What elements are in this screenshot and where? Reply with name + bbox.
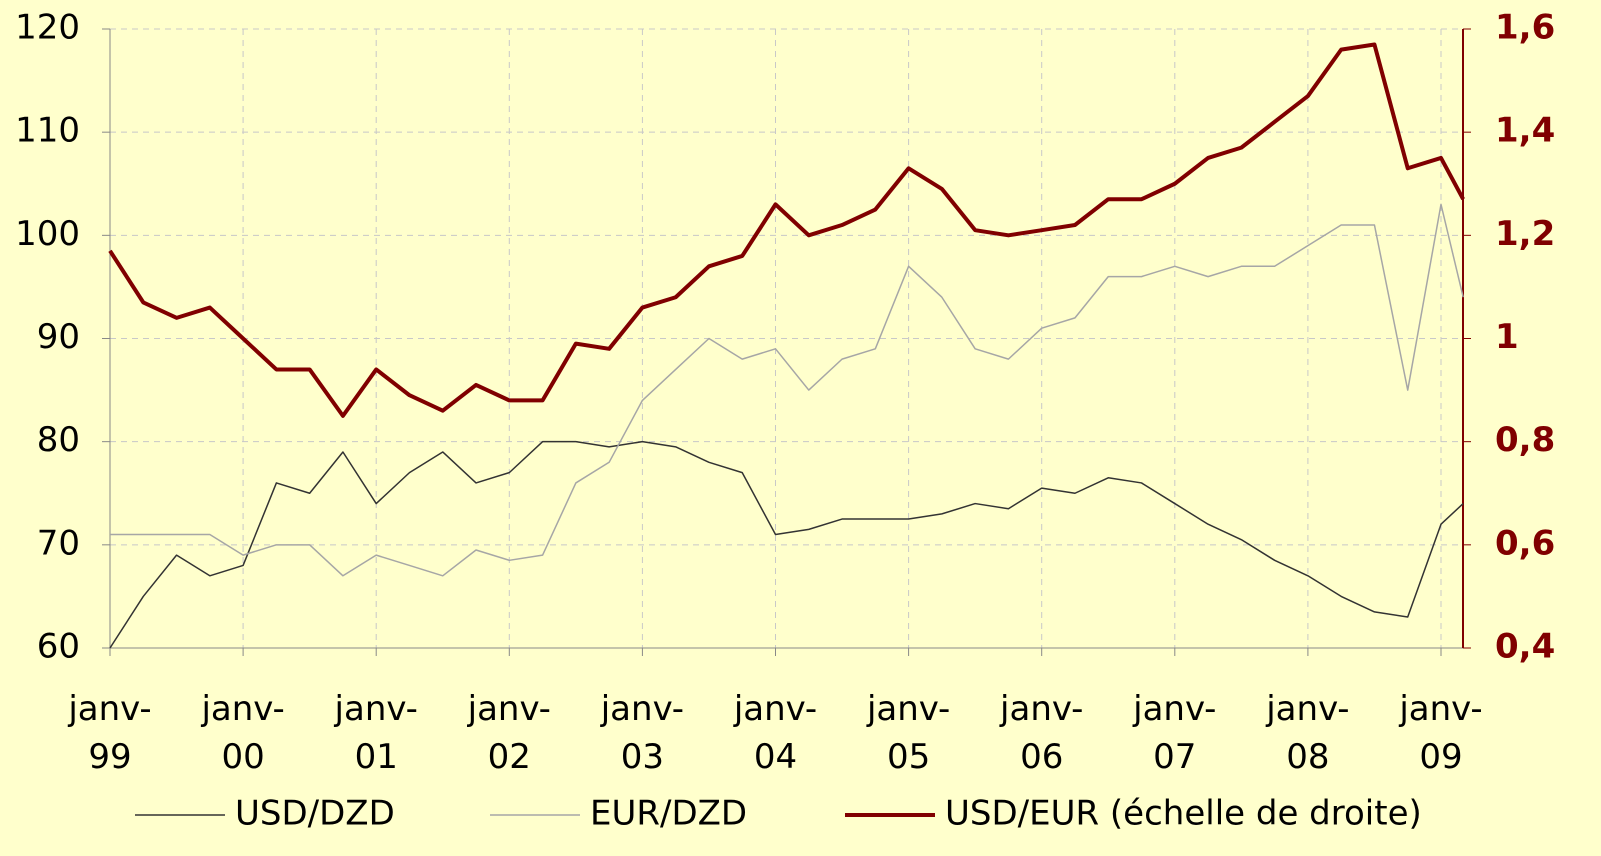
x-tick-label: janv-99 bbox=[67, 689, 151, 777]
series-line bbox=[108, 42, 1465, 418]
y2-tick-label: 1,6 bbox=[1495, 8, 1555, 48]
y-tick-label: 80 bbox=[37, 420, 80, 460]
x-tick-label: janv-01 bbox=[334, 689, 418, 777]
y-tick-label: 60 bbox=[37, 627, 80, 667]
y2-tick-label: 1,2 bbox=[1495, 214, 1555, 254]
x-tick-label: janv-09 bbox=[1398, 689, 1482, 777]
x-tick-label: janv-07 bbox=[1132, 689, 1216, 777]
x-tick-label: janv-03 bbox=[600, 689, 684, 777]
series-line bbox=[110, 203, 1464, 577]
y2-tick-label: 1,4 bbox=[1495, 111, 1555, 151]
legend-label: USD/DZD bbox=[235, 794, 395, 834]
y-tick-label: 100 bbox=[15, 214, 80, 254]
y-tick-label: 90 bbox=[37, 317, 80, 357]
y2-tick-label: 0,6 bbox=[1495, 523, 1555, 563]
legend-label: USD/EUR (échelle de droite) bbox=[945, 794, 1422, 834]
x-tick-label: janv-04 bbox=[733, 689, 817, 777]
series-line bbox=[109, 440, 1464, 649]
legend-label: EUR/DZD bbox=[590, 794, 747, 834]
y2-tick-label: 0,8 bbox=[1495, 420, 1555, 460]
y2-tick-label: 1 bbox=[1495, 317, 1519, 357]
y-tick-label: 120 bbox=[15, 8, 80, 48]
x-tick-label: janv-06 bbox=[999, 689, 1083, 777]
y-tick-label: 70 bbox=[37, 523, 80, 563]
y2-tick-label: 0,4 bbox=[1495, 627, 1555, 667]
x-tick-label: janv-02 bbox=[467, 689, 551, 777]
x-tick-label: janv-00 bbox=[200, 689, 284, 777]
y-tick-label: 110 bbox=[15, 111, 80, 151]
x-tick-label: janv-08 bbox=[1265, 689, 1349, 777]
x-tick-label: janv-05 bbox=[866, 689, 950, 777]
